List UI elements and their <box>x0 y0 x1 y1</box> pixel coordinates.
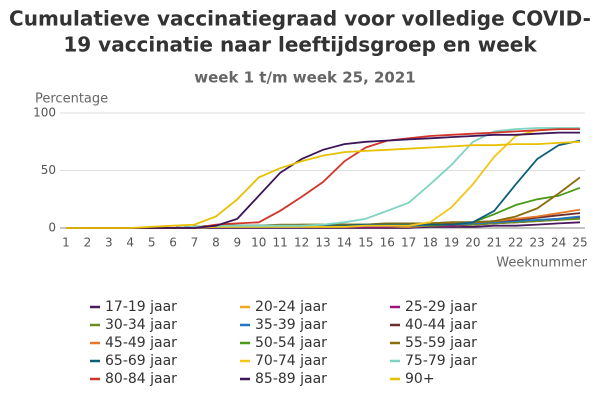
x-tick-label: 7 <box>191 236 199 250</box>
x-tick-label: 23 <box>530 236 545 250</box>
x-tick-label: 14 <box>337 236 352 250</box>
legend-label: 75-79 jaar <box>405 353 477 369</box>
y-tick-label: 50 <box>41 163 56 177</box>
series-line <box>66 131 580 229</box>
x-tick-label: 15 <box>358 236 373 250</box>
legend-label: 30-34 jaar <box>105 317 177 333</box>
x-axis-label: Weeknummer <box>496 256 587 271</box>
series-line <box>66 140 581 229</box>
x-tick-label: 10 <box>251 236 266 250</box>
x-tick-label: 21 <box>487 236 502 250</box>
x-tick-label: 8 <box>212 236 220 250</box>
chart-subtitle: week 1 t/m week 25, 2021 <box>194 69 416 87</box>
legend-label: 90+ <box>405 371 435 387</box>
legend-label: 17-19 jaar <box>105 299 177 315</box>
x-tick-label: 20 <box>465 236 480 250</box>
series-line <box>66 127 581 229</box>
y-axis-label: Percentage <box>35 92 108 107</box>
x-tick-label: 19 <box>444 236 459 250</box>
legend-label: 70-74 jaar <box>255 353 327 369</box>
x-tick-label: 16 <box>380 236 395 250</box>
x-tick-label: 22 <box>508 236 523 250</box>
legend-label: 45-49 jaar <box>105 335 177 351</box>
x-tick-label: 25 <box>572 236 587 250</box>
legend-label: 35-39 jaar <box>255 317 327 333</box>
x-tick-label: 12 <box>294 236 309 250</box>
x-tick-label: 2 <box>84 236 92 250</box>
x-tick-label: 5 <box>148 236 156 250</box>
legend-label: 20-24 jaar <box>255 299 327 315</box>
legend-label: 80-84 jaar <box>105 371 177 387</box>
series-line <box>66 127 580 229</box>
chart-title: Cumulatieve vaccinatiegraad voor volledi… <box>9 7 591 31</box>
legend-label: 85-89 jaar <box>255 371 327 387</box>
legend-label: 50-54 jaar <box>255 335 327 351</box>
y-tick-label: 0 <box>48 221 56 235</box>
y-tick-label: 100 <box>33 106 56 120</box>
x-tick-label: 4 <box>126 236 134 250</box>
legend-label: 25-29 jaar <box>405 299 477 315</box>
x-tick-label: 24 <box>551 236 566 250</box>
legend-label: 55-59 jaar <box>405 335 477 351</box>
series-line <box>66 139 581 229</box>
chart-title: 19 vaccinatie naar leeftijdsgroep en wee… <box>63 33 537 57</box>
legend-label: 40-44 jaar <box>405 317 477 333</box>
x-tick-label: 13 <box>315 236 330 250</box>
x-tick-label: 17 <box>401 236 416 250</box>
legend-label: 65-69 jaar <box>105 353 177 369</box>
x-tick-label: 3 <box>105 236 113 250</box>
x-tick-label: 9 <box>234 236 242 250</box>
x-tick-label: 1 <box>62 236 70 250</box>
x-tick-label: 11 <box>273 236 288 250</box>
x-tick-label: 6 <box>169 236 177 250</box>
x-tick-label: 18 <box>422 236 437 250</box>
